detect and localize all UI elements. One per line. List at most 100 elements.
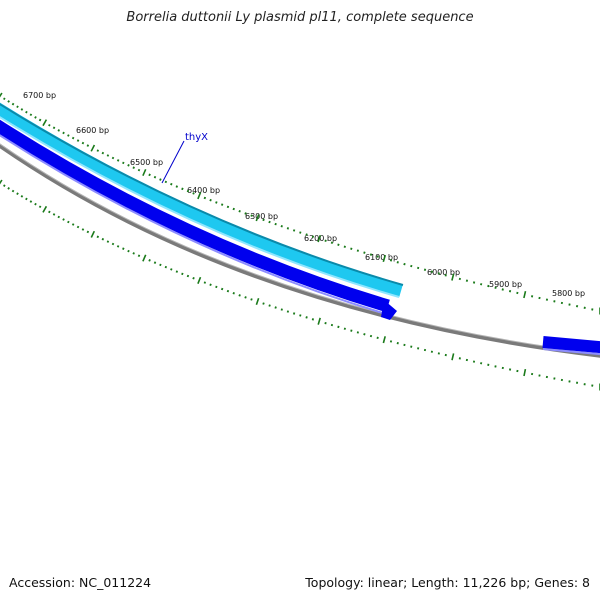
inner-ring-minor-tick xyxy=(71,223,75,226)
inner-ring-minor-tick xyxy=(215,285,218,289)
outer-ring-minor-tick xyxy=(350,247,353,250)
inner-ring-minor-tick xyxy=(170,268,173,271)
inner-ring-minor-tick xyxy=(106,240,110,243)
inner-ring-minor-tick xyxy=(3,184,6,187)
inner-ring-minor-tick xyxy=(238,294,241,297)
outer-ring-minor-tick xyxy=(159,178,162,181)
outer-ring-minor-tick xyxy=(16,105,19,109)
outer-ring-minor-tick xyxy=(403,262,406,266)
tick-label-6500: 6500 bp xyxy=(130,158,163,167)
outer-ring-minor-tick xyxy=(286,227,290,230)
outer-ring-minor-tick xyxy=(48,123,51,127)
outer-ring-minor-tick xyxy=(106,154,110,157)
inner-ring-minor-tick xyxy=(101,237,105,241)
tick-label-6000: 6000 bp xyxy=(427,268,460,277)
inner-ring-minor-tick xyxy=(25,197,28,201)
outer-ring-minor-tick xyxy=(337,243,340,246)
inner-ring-major-tick xyxy=(90,230,96,238)
outer-ring-major-tick xyxy=(142,168,147,177)
inner-ring-minor-tick xyxy=(305,316,308,319)
outer-ring-minor-tick xyxy=(494,286,497,289)
outer-ring-minor-tick xyxy=(101,151,105,155)
backbone-ring xyxy=(0,143,600,358)
outer-ring-minor-tick xyxy=(389,259,393,262)
outer-ring-minor-tick xyxy=(20,108,24,111)
inner-ring-minor-tick xyxy=(148,259,151,262)
inner-ring-minor-tick xyxy=(286,310,290,313)
outer-ring-minor-tick xyxy=(62,131,65,135)
gene-thyx-label-line xyxy=(161,140,185,184)
outer-ring-major-tick xyxy=(382,254,387,263)
outer-ring-minor-tick xyxy=(29,113,33,117)
outer-ring-minor-tick xyxy=(480,283,483,286)
outer-ring-minor-tick xyxy=(71,136,75,140)
gene-thyx-band xyxy=(0,102,403,298)
outer-ring-major-tick xyxy=(451,273,455,281)
inner-ring-major-tick xyxy=(42,205,48,213)
inner-ring-minor-tick xyxy=(203,281,207,284)
tick-label-6100: 6100 bp xyxy=(365,253,398,262)
inner-ring-minor-tick xyxy=(86,230,90,234)
inner-ring-minor-tick xyxy=(350,329,353,332)
outer-ring-minor-tick xyxy=(232,207,235,211)
inner-ring-minor-tick xyxy=(508,368,512,371)
outer-ring-minor-tick xyxy=(444,274,447,277)
outer-ring-minor-tick xyxy=(203,196,207,200)
outer-ring-major-tick xyxy=(255,214,260,222)
inner-ring-minor-tick xyxy=(20,195,24,198)
inner-ring-minor-tick xyxy=(111,242,115,246)
outer-ring-minor-tick xyxy=(52,126,56,130)
outer-ring-minor-tick xyxy=(292,229,296,232)
outer-ring-minor-tick xyxy=(86,144,90,147)
inner-ring-major-tick xyxy=(523,368,527,377)
outer-ring-minor-tick xyxy=(274,222,277,226)
inner-ring-minor-tick xyxy=(52,213,56,216)
outer-ring-minor-tick xyxy=(376,255,379,258)
outer-ring-minor-tick xyxy=(25,110,28,114)
outer-ring-minor-tick xyxy=(324,239,327,242)
inner-ring-minor-tick xyxy=(410,345,413,348)
inner-ring-minor-tick xyxy=(192,276,195,280)
inner-ring-minor-tick xyxy=(232,291,235,295)
outer-ring-minor-tick xyxy=(575,304,579,308)
inner-ring-major-tick xyxy=(255,297,260,306)
inner-ring-minor-tick xyxy=(396,341,399,345)
inner-tick-ring xyxy=(0,179,600,391)
outer-ring-minor-tick xyxy=(186,189,190,193)
outer-ring-major-tick xyxy=(523,291,527,299)
outer-ring-minor-tick xyxy=(280,224,283,228)
inner-ring-minor-tick xyxy=(311,318,315,321)
outer-ring-minor-tick xyxy=(363,251,366,254)
inner-ring-minor-tick xyxy=(181,272,184,276)
outer-ring-minor-tick xyxy=(305,233,308,236)
outer-ring-minor-tick xyxy=(111,156,115,160)
inner-ring-major-tick xyxy=(142,254,147,262)
inner-ring-minor-tick xyxy=(369,334,373,338)
outer-ring-minor-tick xyxy=(244,212,247,215)
outer-ring-minor-tick xyxy=(132,166,135,169)
outer-ring-minor-tick xyxy=(396,261,399,264)
map-summary: Topology: linear; Length: 11,226 bp; Gen… xyxy=(305,575,590,590)
inner-ring-minor-tick xyxy=(57,215,61,219)
inner-ring-minor-tick xyxy=(132,252,135,255)
outer-ring-minor-tick xyxy=(57,129,61,132)
outer-ring-minor-tick xyxy=(262,218,265,222)
outer-ring-minor-tick xyxy=(437,272,440,275)
inner-ring-major-tick xyxy=(197,276,202,284)
inner-ring-minor-tick xyxy=(62,218,65,221)
outer-ring-minor-tick xyxy=(423,268,427,272)
outer-ring-minor-tick xyxy=(127,164,130,167)
inner-ring-minor-tick xyxy=(153,261,157,264)
outer-ring-minor-tick xyxy=(226,205,230,209)
inner-ring-minor-tick xyxy=(116,245,120,248)
inner-ring-minor-tick xyxy=(175,270,179,273)
inner-ring-minor-tick xyxy=(437,352,440,355)
inner-ring-minor-tick xyxy=(363,333,366,336)
inner-ring-major-tick xyxy=(451,353,455,361)
inner-ring-minor-tick xyxy=(268,304,271,307)
inner-ring-minor-tick xyxy=(458,357,461,360)
outer-ring-minor-tick xyxy=(164,180,168,184)
inner-ring-minor-tick xyxy=(81,228,85,231)
outer-ring-minor-tick xyxy=(417,266,420,270)
outer-ring-minor-tick xyxy=(487,284,490,288)
